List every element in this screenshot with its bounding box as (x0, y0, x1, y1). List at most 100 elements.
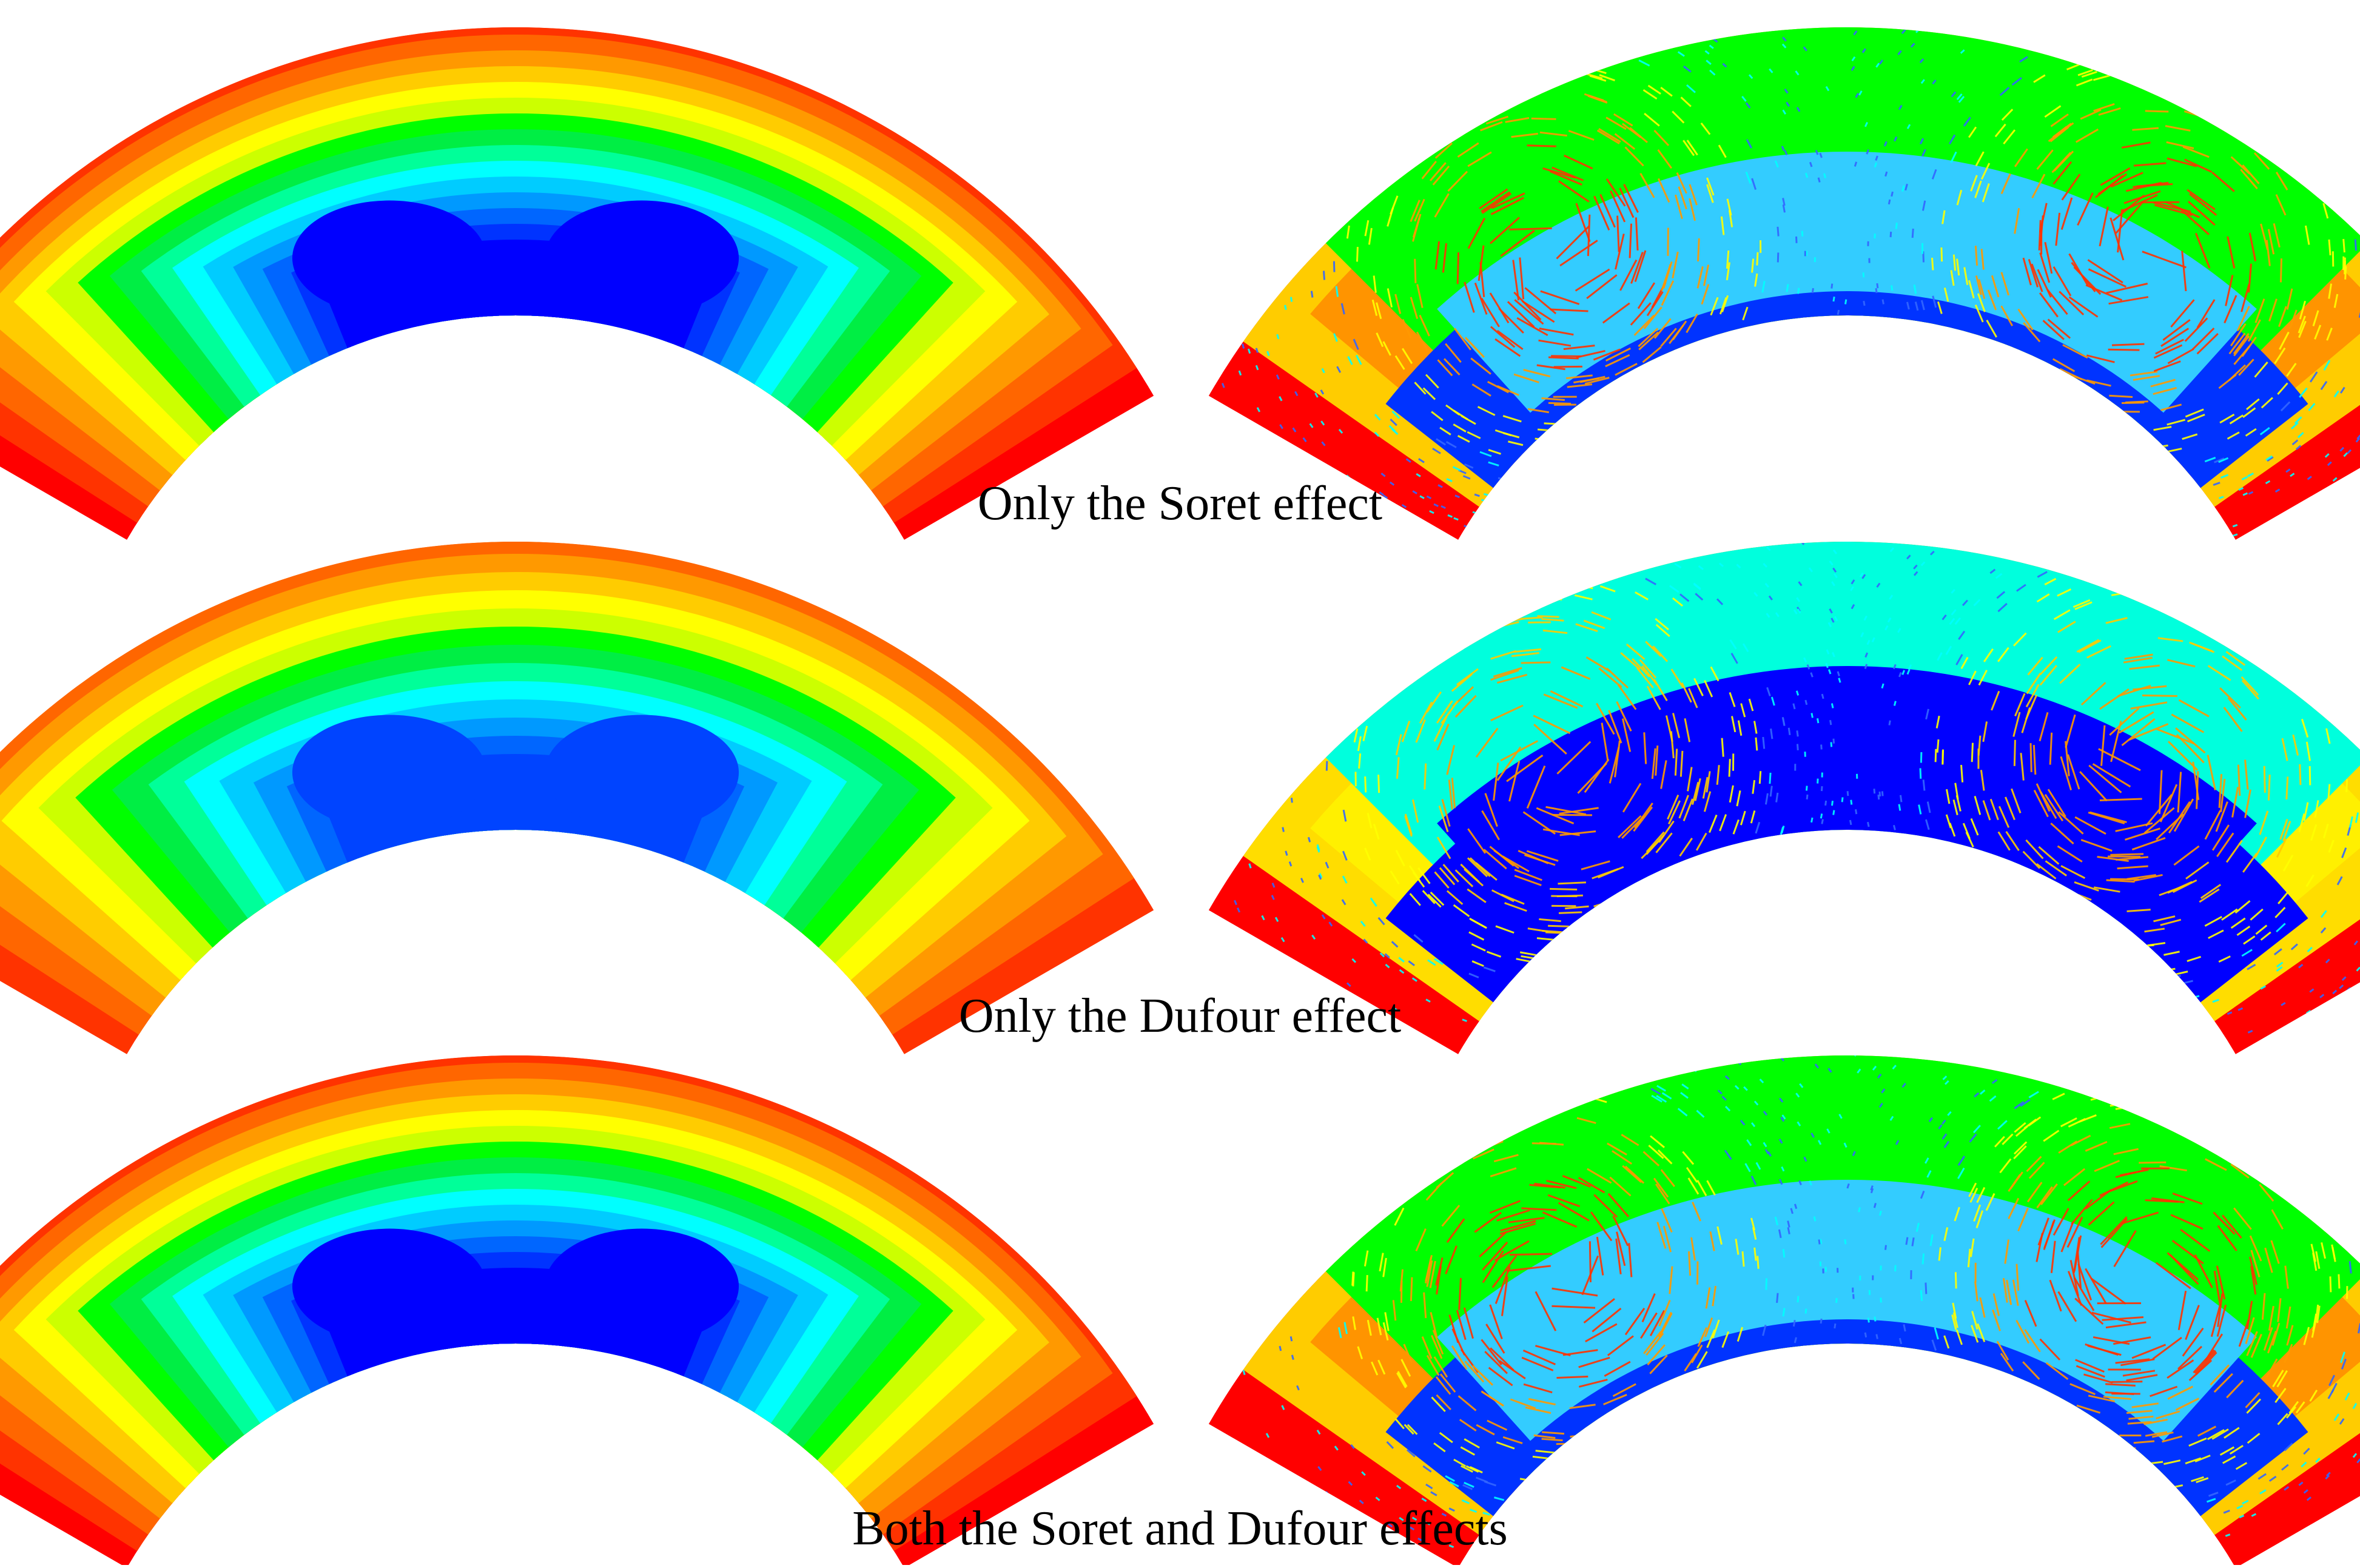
velocity-arrow (1892, 192, 1893, 197)
velocity-arrow (1291, 1336, 1292, 1341)
velocity-arrow (1543, 599, 1562, 600)
velocity-arrow (1283, 827, 1284, 832)
velocity-arrow (1896, 223, 1897, 229)
velocity-arrow (1845, 300, 1846, 305)
velocity-arrow (1752, 259, 1753, 273)
velocity-arrow (1851, 800, 1852, 805)
velocity-arrow (1797, 730, 1798, 736)
velocity-arrow (1847, 791, 1848, 796)
velocity-arrow (1285, 305, 1286, 310)
velocity-arrow (1425, 764, 1426, 790)
velocity-arrow (1698, 238, 1699, 261)
velocity-arrow (1557, 895, 1583, 896)
velocity-arrow (1535, 439, 1551, 440)
velocity-arrow (1802, 231, 1803, 237)
velocity-arrow (1558, 883, 1585, 884)
velocity-arrow (1280, 1346, 1281, 1351)
velocity-arrow (1819, 1239, 1820, 1244)
velocity-arrow (2145, 111, 2168, 112)
contour-lobe (292, 201, 486, 316)
velocity-arrow (1863, 272, 1864, 277)
velocity-arrow (1822, 819, 1823, 824)
velocity-arrow (1867, 822, 1869, 827)
velocity-arrow (1824, 173, 1826, 178)
velocity-arrow (2169, 976, 2181, 978)
velocity-arrow (2110, 879, 2139, 880)
velocity-arrow (2350, 1261, 2351, 1273)
velocity-arrow (1937, 739, 1938, 753)
velocity-arrow (1955, 1272, 1956, 1288)
velocity-arrow (1783, 1249, 1784, 1257)
velocity-arrow (1798, 288, 1799, 294)
velocity-arrow (1838, 310, 1839, 315)
velocity-arrow (1794, 1320, 1795, 1327)
velocity-arrow (1923, 1254, 1924, 1265)
velocity-arrow (2014, 740, 2015, 766)
velocity-arrow (1877, 283, 1878, 288)
velocity-arrow (1818, 178, 1820, 183)
vector-panel-0 (1209, 15, 2360, 540)
velocity-arrow (2287, 776, 2288, 799)
velocity-arrow (2151, 448, 2165, 450)
velocity-arrow (1856, 809, 1857, 814)
velocity-arrow (1291, 798, 1292, 803)
velocity-arrow (2300, 764, 2301, 785)
velocity-arrow (1787, 284, 1788, 292)
velocity-arrow (1559, 912, 1582, 914)
velocity-arrow (1932, 258, 1933, 271)
velocity-arrow (1850, 820, 1851, 825)
velocity-arrow (1556, 1376, 1588, 1378)
velocity-arrow (2116, 1106, 2133, 1109)
velocity-arrow (1757, 252, 1758, 266)
velocity-arrow (1527, 146, 1556, 147)
velocity-arrow (1806, 700, 1807, 705)
velocity-arrow (2355, 239, 2356, 251)
velocity-arrow (1689, 1251, 1690, 1276)
velocity-arrow (1821, 745, 1822, 750)
velocity-arrow (1783, 1308, 1784, 1316)
velocity-arrow (1882, 791, 1883, 796)
velocity-arrow (2112, 344, 2144, 345)
velocity-arrow (1831, 742, 1832, 747)
velocity-arrow (1521, 662, 1551, 663)
velocity-arrow (1889, 200, 1890, 204)
velocity-arrow (1359, 753, 1360, 769)
velocity-arrow (1548, 357, 1579, 358)
velocity-arrow (1457, 252, 1458, 284)
velocity-arrow (1923, 779, 1925, 790)
velocity-arrow (1961, 765, 1962, 782)
velocity-arrow (1876, 288, 1877, 293)
velocity-arrow (1883, 300, 1884, 305)
caption-dufour: Only the Dufour effect (0, 992, 2360, 1040)
velocity-arrow (1832, 704, 1833, 708)
velocity-arrow (1820, 1239, 1821, 1244)
velocity-arrow (1242, 344, 1243, 349)
contour-panel-1 (0, 536, 1154, 1054)
velocity-arrow (1814, 1216, 1815, 1221)
velocity-arrow (2344, 239, 2345, 252)
velocity-arrow (2110, 1103, 2127, 1106)
velocity-arrow (1935, 749, 1936, 762)
velocity-arrow (1900, 795, 1901, 802)
vector-panel-2 (1209, 1043, 2360, 1565)
contour-lobe (545, 715, 739, 830)
velocity-arrow (2110, 854, 2143, 855)
velocity-arrow (1577, 585, 1593, 588)
contour-lobe (545, 201, 739, 316)
velocity-arrow (1874, 1203, 1875, 1208)
velocity-arrow (1812, 288, 1813, 293)
velocity-arrow (1899, 804, 1900, 811)
velocity-arrow (2264, 766, 2265, 793)
velocity-arrow (1789, 728, 1790, 735)
velocity-arrow (1806, 786, 1807, 791)
caption-soret: Only the Soret effect (0, 479, 2360, 528)
velocity-arrow (2139, 1162, 2166, 1163)
velocity-arrow (2328, 784, 2330, 800)
velocity-arrow (1551, 356, 1581, 357)
contour-panel-0 (0, 19, 1154, 542)
velocity-arrow (1906, 1237, 1908, 1245)
velocity-arrow (2268, 775, 2270, 801)
contour-panel-2 (0, 1047, 1154, 1565)
